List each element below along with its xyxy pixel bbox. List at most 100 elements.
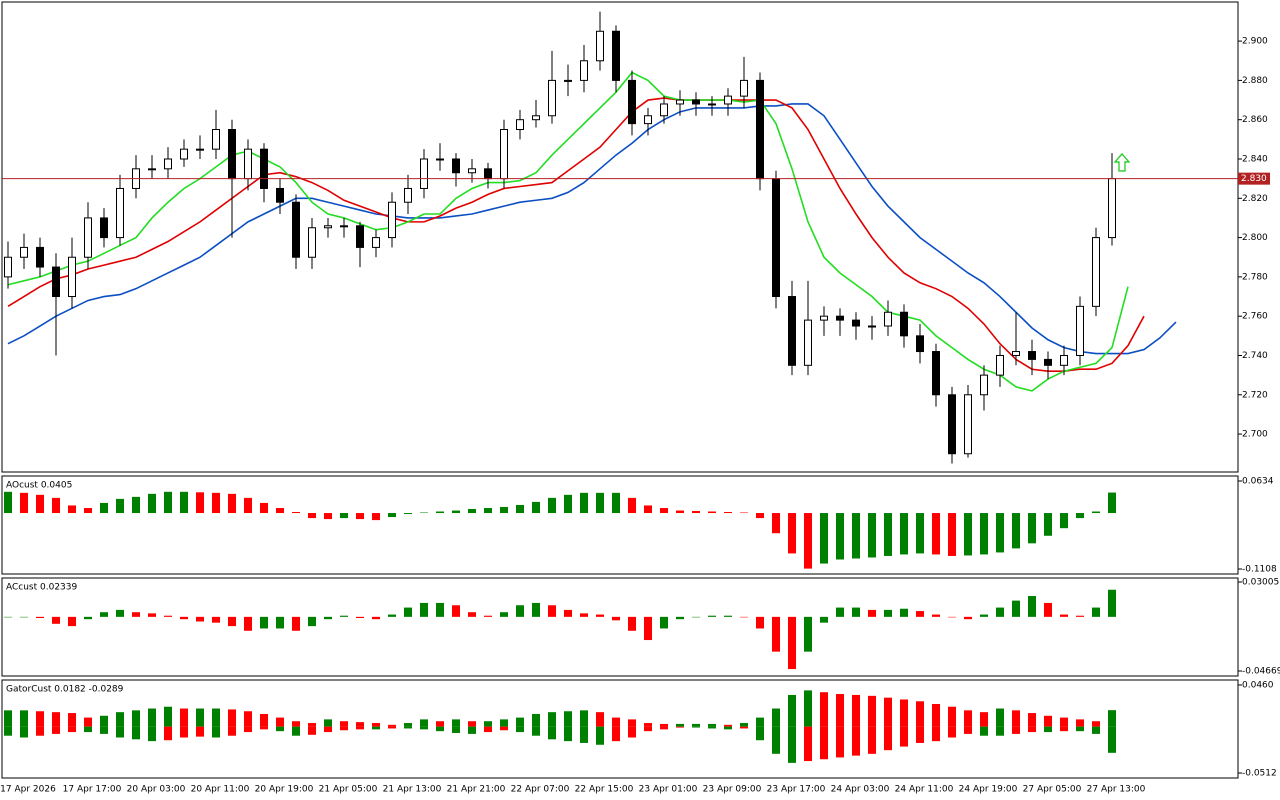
histogram-bar xyxy=(548,497,556,514)
histogram-bar xyxy=(740,616,748,618)
histogram-bar xyxy=(468,508,476,514)
histogram-bar xyxy=(996,708,1004,727)
histogram-bar xyxy=(100,715,108,727)
histogram-bar xyxy=(1012,513,1020,549)
histogram-bar xyxy=(52,726,60,734)
histogram-bar xyxy=(1076,726,1084,732)
histogram-bar xyxy=(340,721,348,727)
histogram-bar xyxy=(244,726,252,733)
histogram-bar xyxy=(1076,615,1084,617)
histogram-bar xyxy=(260,713,268,727)
histogram-bar xyxy=(916,701,924,727)
histogram-bar xyxy=(1108,710,1116,727)
histogram-bar xyxy=(420,512,428,514)
histogram-bar xyxy=(772,513,780,534)
histogram-bar xyxy=(20,710,28,727)
histogram-bar xyxy=(20,492,28,514)
histogram-bar xyxy=(756,726,764,741)
candle-body xyxy=(244,148,252,180)
histogram-bar xyxy=(1028,713,1036,727)
histogram-bar xyxy=(932,614,940,617)
histogram-bar xyxy=(276,726,284,732)
y-tick-label: 2.900 xyxy=(1242,37,1268,47)
histogram-bar xyxy=(1044,602,1052,617)
candle-body xyxy=(532,115,540,121)
histogram-bar xyxy=(52,616,60,624)
histogram-bar xyxy=(36,616,44,619)
histogram-bar xyxy=(516,717,524,727)
y-tick-label: 2.860 xyxy=(1242,115,1268,125)
candle-body xyxy=(916,335,924,353)
histogram-bar xyxy=(52,712,60,727)
signal-arrow xyxy=(1113,152,1131,172)
candle-body xyxy=(788,296,796,366)
histogram-bar xyxy=(644,505,652,514)
histogram-bar xyxy=(820,726,828,760)
histogram-bar xyxy=(148,708,156,727)
histogram-bar xyxy=(1012,600,1020,617)
histogram-bar xyxy=(900,513,908,555)
histogram-bar xyxy=(756,717,764,727)
histogram-bar xyxy=(868,695,876,727)
histogram-bar xyxy=(884,726,892,751)
y-tick-label: 2.780 xyxy=(1242,272,1268,282)
histogram-bar xyxy=(740,512,748,514)
histogram-bar xyxy=(68,505,76,514)
x-tick-label: 23 Apr 17:00 xyxy=(767,785,826,795)
histogram-bar xyxy=(484,726,492,733)
histogram-bar xyxy=(324,513,332,520)
histogram-bar xyxy=(132,496,140,514)
histogram-bar xyxy=(516,605,524,617)
panel-frame xyxy=(1,577,1239,677)
candle-body xyxy=(84,217,92,258)
x-tick-label: 27 Apr 05:00 xyxy=(1023,785,1082,795)
histogram-bar xyxy=(452,510,460,514)
histogram-bar xyxy=(868,513,876,558)
x-tick-label: 20 Apr 03:00 xyxy=(127,785,186,795)
histogram-bar xyxy=(132,710,140,727)
candle-body xyxy=(180,148,188,160)
candle-body xyxy=(692,99,700,105)
histogram-bar xyxy=(692,723,700,727)
candle-body xyxy=(1028,351,1036,360)
histogram-bar xyxy=(980,712,988,727)
candle-body xyxy=(548,79,556,117)
histogram-bar xyxy=(788,726,796,763)
histogram-bar xyxy=(532,726,540,736)
histogram-bar xyxy=(1028,513,1036,544)
x-tick-label: 21 Apr 13:00 xyxy=(383,785,442,795)
histogram-bar xyxy=(660,616,668,629)
histogram-bar xyxy=(436,602,444,617)
histogram-bar xyxy=(180,708,188,727)
histogram-bar xyxy=(1060,717,1068,727)
histogram-bar xyxy=(708,726,716,729)
y-tick-label: 2.760 xyxy=(1242,312,1268,322)
histogram-bar xyxy=(836,694,844,727)
histogram-bar xyxy=(964,710,972,727)
candle-body xyxy=(676,99,684,105)
histogram-bar xyxy=(788,616,796,670)
histogram-bar xyxy=(196,492,204,514)
histogram-bar xyxy=(36,494,44,514)
histogram-bar xyxy=(20,616,28,618)
histogram-bar xyxy=(164,491,172,514)
histogram-bar xyxy=(1092,726,1100,734)
histogram-bar xyxy=(324,726,332,733)
histogram-bar xyxy=(612,492,620,514)
histogram-bar xyxy=(644,723,652,727)
histogram-bar xyxy=(644,726,652,732)
histogram-bar xyxy=(836,513,844,560)
histogram-bar xyxy=(1028,595,1036,617)
histogram-bar xyxy=(580,613,588,617)
candle-body xyxy=(340,225,348,228)
candle-body xyxy=(196,148,204,151)
x-tick-label: 17 Apr 2026 xyxy=(0,785,56,795)
candle-body xyxy=(628,79,636,125)
histogram-bar xyxy=(148,726,156,742)
histogram-bar xyxy=(644,616,652,641)
candle-body xyxy=(68,256,76,298)
histogram-bar xyxy=(276,616,284,629)
histogram-bar xyxy=(84,507,92,514)
histogram-bar xyxy=(308,726,316,735)
